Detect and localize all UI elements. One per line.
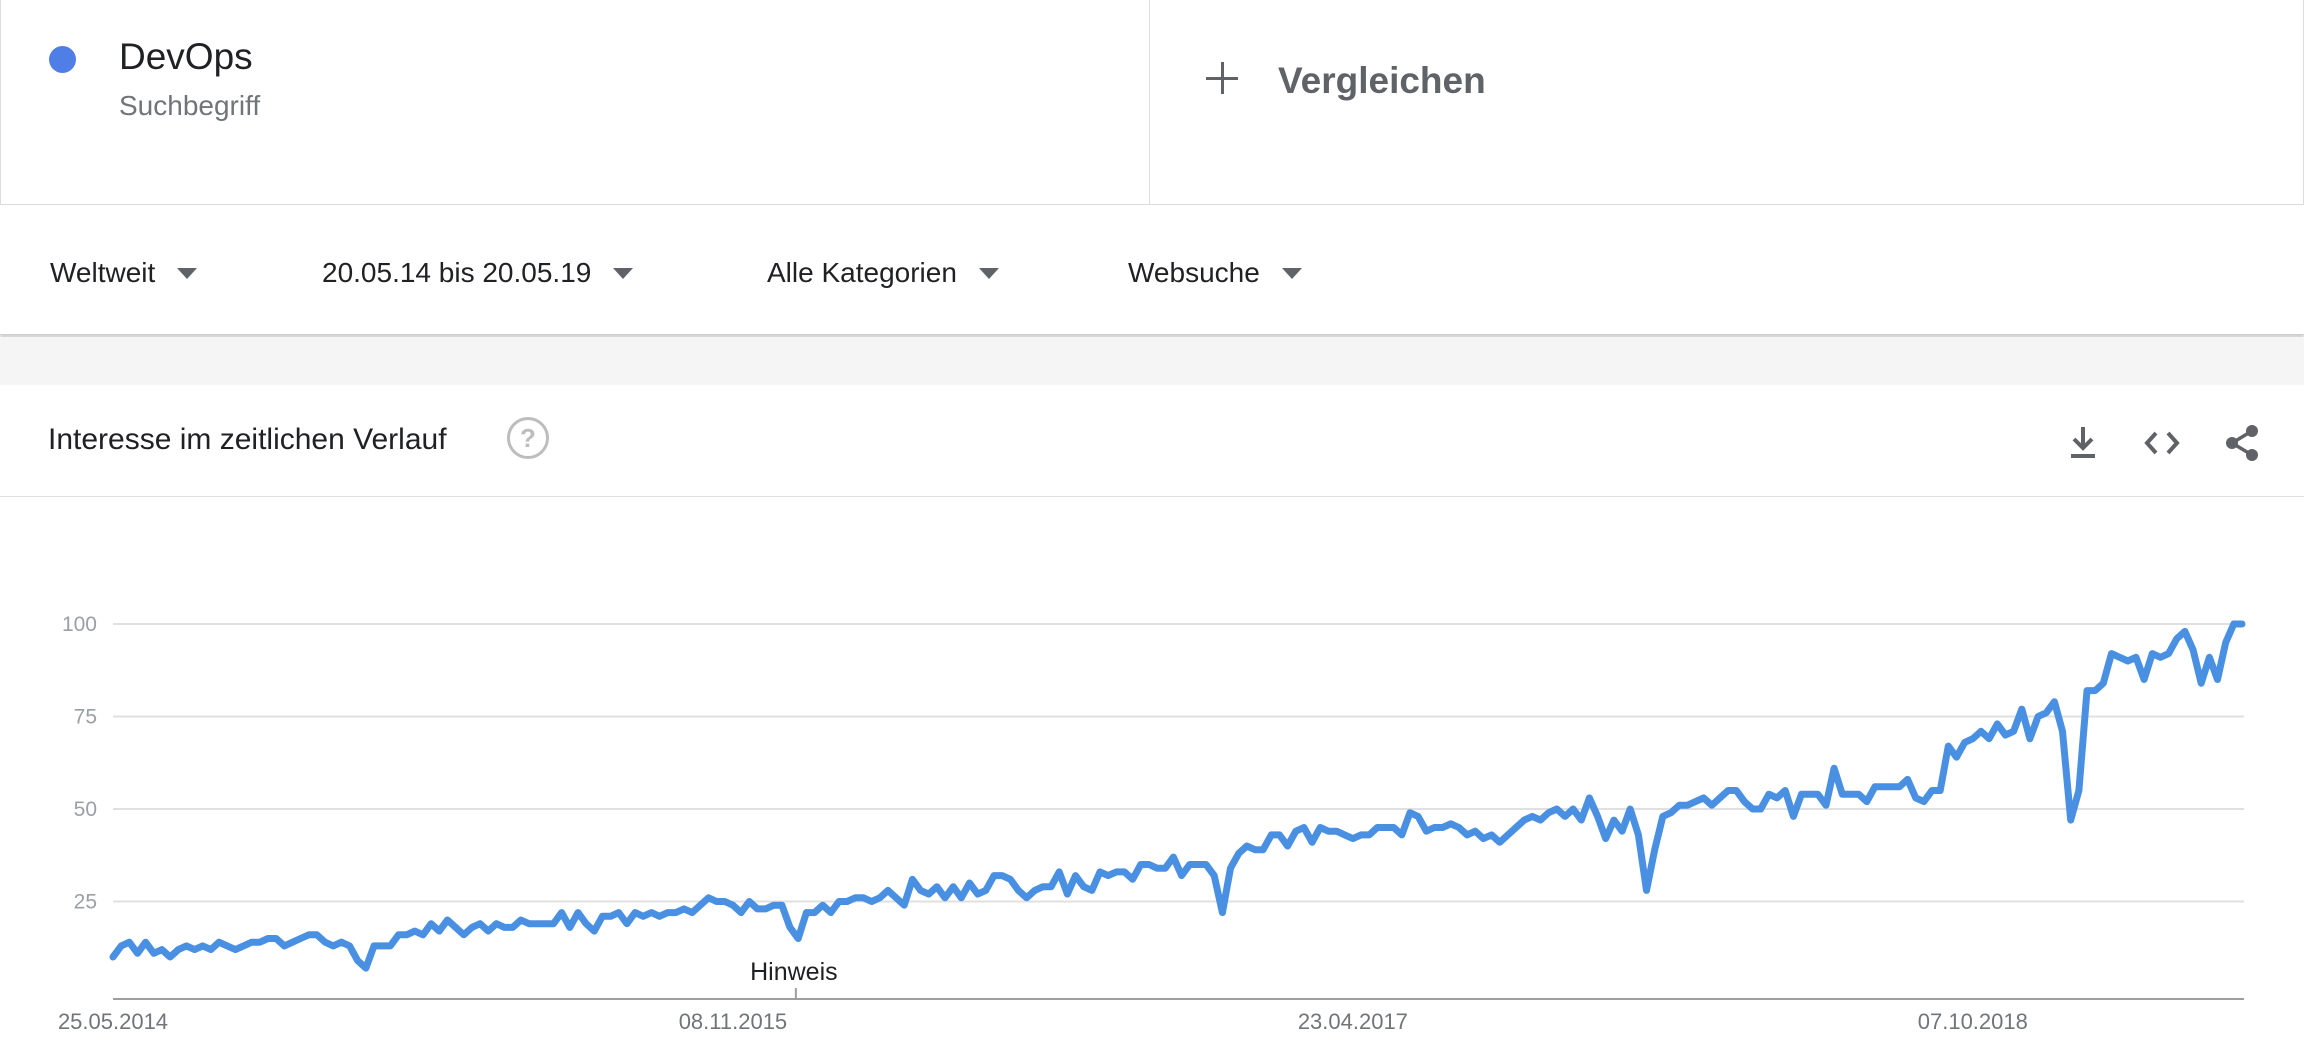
panel-title: Interesse im zeitlichen Verlauf [48,423,447,457]
x-tick-label: 08.11.2015 [679,1009,787,1034]
series-line-devops [113,624,2242,968]
share-icon[interactable] [2222,423,2262,463]
section-gap [0,337,2304,385]
annotation-label[interactable]: Hinweis [750,958,838,986]
plus-icon [1206,62,1238,94]
filter-bar: Weltweit 20.05.14 bis 20.05.19 Alle Kate… [0,207,2304,335]
region-label: Weltweit [50,257,155,289]
time-range-dropdown[interactable]: 20.05.14 bis 20.05.19 [322,253,633,293]
category-dropdown[interactable]: Alle Kategorien [767,253,999,293]
caret-down-icon [979,268,999,279]
caret-down-icon [1282,268,1302,279]
y-tick-label: 50 [74,798,97,821]
x-tick-label: 25.05.2014 [58,1009,168,1034]
search-term-card[interactable]: DevOps Suchbegriff [0,0,1150,205]
panel-header: Interesse im zeitlichen Verlauf ? [0,385,2304,497]
term-type: Suchbegriff [119,90,260,122]
caret-down-icon [613,268,633,279]
search-type-dropdown[interactable]: Websuche [1128,253,1302,293]
compare-button[interactable]: Vergleichen [1150,0,2304,205]
search-term-bar: DevOps Suchbegriff Vergleichen [0,0,2304,207]
category-label: Alle Kategorien [767,257,957,289]
search-type-label: Websuche [1128,257,1260,289]
compare-label: Vergleichen [1278,60,1486,102]
caret-down-icon [177,268,197,279]
term-color-dot [49,46,76,73]
region-dropdown[interactable]: Weltweit [50,253,197,293]
y-tick-label: 25 [74,891,97,914]
y-tick-label: 75 [74,706,97,729]
embed-code-icon[interactable] [2142,423,2182,463]
interest-line-chart: 25 50 75 100 25.05.2014 08.11.2015 23.04.2017… [0,497,2304,1060]
term-name: DevOps [119,36,253,78]
x-tick-label: 23.04.2017 [1298,1009,1408,1034]
download-icon[interactable] [2063,423,2103,463]
y-tick-label: 100 [62,613,97,636]
question-circle-icon[interactable]: ? [507,417,549,459]
time-range-label: 20.05.14 bis 20.05.19 [322,257,591,289]
x-tick-label: 07.10.2018 [1918,1009,2028,1034]
interest-over-time-panel: Interesse im zeitlichen Verlauf ? 25 50 75… [0,385,2304,1060]
